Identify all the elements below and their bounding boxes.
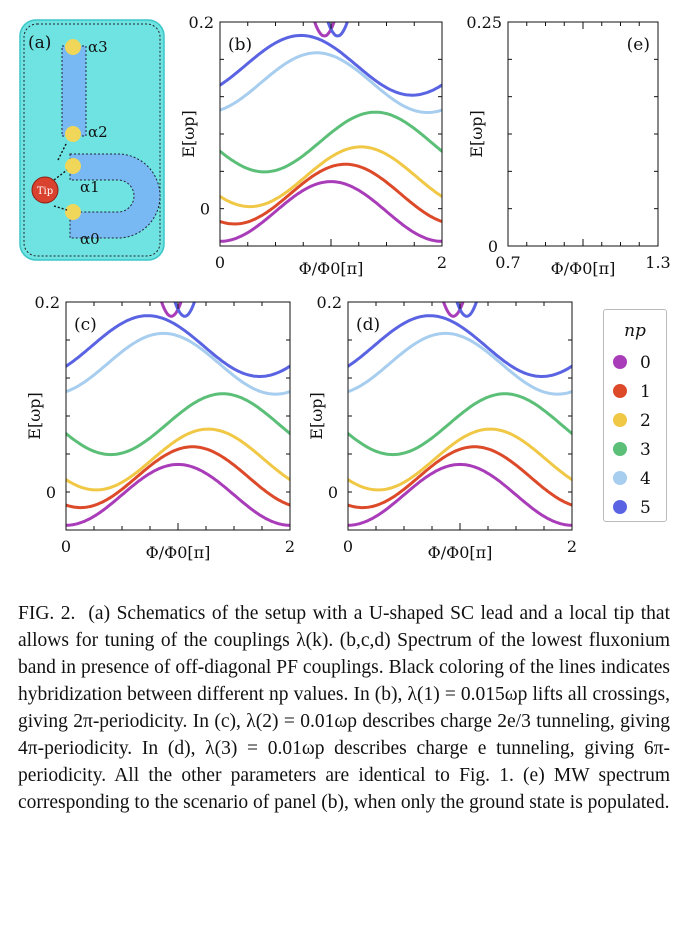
legend-swatch-2 bbox=[613, 413, 627, 427]
chart-panel-b: 0 2 0.2 0 Φ/Φ0[π] E[ωp] (b) bbox=[179, 13, 447, 278]
y-axis-label-b: E[ωp] bbox=[179, 110, 198, 157]
y-axis-label-e: E[ωp] bbox=[467, 110, 486, 157]
band-c-np2 bbox=[66, 427, 290, 492]
legend-swatch-5 bbox=[613, 500, 627, 514]
legend-swatch-3 bbox=[613, 442, 627, 456]
sc-lead-u bbox=[69, 153, 161, 239]
x-axis-label-d: Φ/Φ0[π] bbox=[428, 543, 493, 562]
x-axis-label-e: Φ/Φ0[π] bbox=[551, 259, 616, 278]
y-tick-b-top: 0.2 bbox=[189, 13, 214, 32]
y-tick-d-top: 0.2 bbox=[317, 293, 342, 312]
y-tick-c-zero: 0 bbox=[46, 483, 56, 502]
legend-label-5: 5 bbox=[640, 498, 651, 518]
legend-label-1: 1 bbox=[640, 382, 651, 402]
y-axis-label-c: E[ωp] bbox=[25, 392, 44, 439]
coupling-dot-1 bbox=[65, 158, 81, 174]
chart-panel-e: 0.7 1.3 0.25 0 Φ/Φ0[π] E[ωp] (e) bbox=[466, 13, 670, 278]
panel-a-label: (a) bbox=[28, 33, 51, 53]
x-tick-e-min: 0.7 bbox=[495, 253, 520, 272]
x-tick-d-min: 0 bbox=[343, 537, 353, 556]
legend: np 0 1 2 3 4 5 bbox=[603, 309, 667, 522]
band-b-np2 bbox=[220, 145, 442, 209]
band-c-np3 bbox=[66, 392, 290, 457]
coupling-label-2: α2 bbox=[88, 123, 108, 141]
band-b-np0 bbox=[220, 180, 442, 243]
band-c-np4 bbox=[66, 331, 290, 396]
y-tick-b-zero: 0 bbox=[200, 200, 210, 219]
coupling-arrows bbox=[53, 141, 68, 211]
band-c-np5 bbox=[66, 314, 290, 378]
panel-label-b: (b) bbox=[228, 35, 252, 55]
tip-label: Tip bbox=[37, 186, 53, 197]
legend-swatch-4 bbox=[613, 471, 627, 485]
coupling-dot-0 bbox=[65, 204, 81, 220]
y-tick-d-zero: 0 bbox=[328, 483, 338, 502]
panel-label-d: (d) bbox=[356, 315, 380, 335]
legend-swatch-0 bbox=[613, 355, 627, 369]
band-d-upper-np5 bbox=[455, 302, 478, 318]
x-tick-c-min: 0 bbox=[61, 537, 71, 556]
legend-title: np bbox=[624, 321, 646, 341]
coupling-dot-2 bbox=[65, 126, 81, 142]
caption-text: (a) Schematics of the setup with a U-sha… bbox=[18, 603, 670, 813]
x-tick-d-max: 2 bbox=[567, 537, 577, 556]
tip-icon bbox=[31, 176, 59, 204]
legend-label-0: 0 bbox=[640, 353, 651, 373]
y-tick-e-zero: 0 bbox=[488, 237, 498, 256]
panel-label-c: (c) bbox=[74, 315, 97, 335]
band-b-np1 bbox=[220, 162, 442, 226]
y-axis-label-d: E[ωp] bbox=[307, 392, 326, 439]
y-tick-c-top: 0.2 bbox=[35, 293, 60, 312]
band-b-np3 bbox=[220, 110, 442, 174]
band-b-upper-np5 bbox=[326, 22, 349, 38]
axes-frame-e bbox=[507, 21, 659, 247]
legend-label-2: 2 bbox=[640, 411, 651, 431]
coupling-label-3: α3 bbox=[88, 38, 108, 56]
panel-a-schematic: (a) α3 α2 α1 α0 Tip bbox=[19, 19, 165, 261]
band-d-np1 bbox=[348, 445, 572, 510]
band-d-np5 bbox=[348, 314, 572, 378]
coupling-label-0: α0 bbox=[80, 230, 100, 248]
panel-label-e: (e) bbox=[627, 35, 650, 55]
chart-panel-c: 0 2 0.2 0 Φ/Φ0[π] E[ωp] (c) bbox=[25, 293, 295, 562]
x-axis-label-c: Φ/Φ0[π] bbox=[146, 543, 211, 562]
panel-a-background bbox=[19, 19, 165, 261]
x-tick-e-max: 1.3 bbox=[645, 253, 670, 272]
y-tick-e-top: 0.25 bbox=[466, 13, 502, 32]
band-c-upper-np5 bbox=[173, 302, 196, 318]
coupling-dot-3 bbox=[65, 39, 81, 55]
caption-fig-label: FIG. 2. bbox=[18, 603, 76, 624]
band-d-np0 bbox=[348, 462, 572, 527]
band-d-np4 bbox=[348, 331, 572, 396]
band-c-np1 bbox=[66, 445, 290, 510]
x-tick-b-min: 0 bbox=[215, 253, 225, 272]
band-c-np0 bbox=[66, 462, 290, 527]
legend-label-3: 3 bbox=[640, 440, 651, 460]
coupling-label-1: α1 bbox=[80, 178, 100, 196]
x-tick-c-max: 2 bbox=[285, 537, 295, 556]
band-d-np3 bbox=[348, 392, 572, 457]
band-b-np5 bbox=[220, 33, 442, 97]
chart-panel-d: 0 2 0.2 0 Φ/Φ0[π] E[ωp] (d) bbox=[307, 293, 577, 562]
legend-label-4: 4 bbox=[640, 469, 651, 489]
band-b-np4 bbox=[220, 51, 442, 114]
figure-caption: FIG. 2. (a) Schematics of the setup with… bbox=[18, 600, 670, 816]
x-tick-b-max: 2 bbox=[437, 253, 447, 272]
legend-swatch-1 bbox=[613, 384, 627, 398]
band-d-np2 bbox=[348, 427, 572, 492]
x-axis-label-b: Φ/Φ0[π] bbox=[299, 259, 364, 278]
sc-lead-vertical bbox=[61, 45, 87, 137]
